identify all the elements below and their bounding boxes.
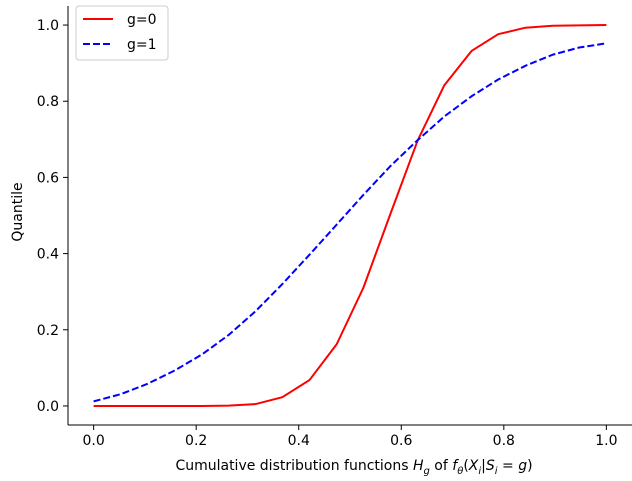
- x-axis-label-of: of: [430, 458, 452, 474]
- x-axis-label-eq: =: [498, 458, 519, 474]
- x-axis-label-close: ): [527, 458, 532, 474]
- y-tick-label: 0.2: [37, 323, 59, 339]
- x-axis-label-open: (: [463, 458, 468, 474]
- y-tick-label: 0.8: [37, 94, 59, 110]
- x-axis-label-X: X: [468, 458, 479, 474]
- legend-label-g1: g=1: [127, 37, 157, 53]
- x-axis-label-g-sub: g: [424, 466, 430, 477]
- y-tick-label: 0.0: [37, 399, 59, 415]
- x-tick-label: 1.0: [595, 433, 617, 449]
- x-tick-label: 0.6: [390, 433, 412, 449]
- x-tick-label: 0.2: [185, 433, 207, 449]
- x-axis-label-f: f: [452, 458, 459, 474]
- x-axis-label-i-sub: i: [478, 466, 481, 477]
- x-axis-label-prefix: Cumulative distribution functions: [175, 458, 413, 474]
- x-axis-label-bar: |: [481, 458, 486, 474]
- series-line-g1: [93, 42, 607, 403]
- x-tick-label: 0.8: [493, 433, 515, 449]
- x-axis-label-theta-sub: θ: [457, 466, 463, 477]
- legend-label-g0: g=0: [127, 12, 157, 28]
- x-axis-label: Cumulative distribution functions Hg of …: [175, 458, 532, 477]
- legend: g=0 g=1: [75, 5, 169, 61]
- plot-area: [93, 24, 607, 407]
- x-ticks: 0.0 0.2 0.4 0.6 0.8 1.0: [83, 425, 617, 449]
- y-axis-label: Quantile: [10, 182, 26, 241]
- x-axis-label-S: S: [486, 458, 495, 474]
- x-tick-label: 0.0: [83, 433, 105, 449]
- x-axis-label-g: g: [518, 458, 527, 474]
- x-axis-label-i-sub2: i: [495, 466, 498, 477]
- y-tick-label: 0.6: [37, 170, 59, 186]
- x-tick-label: 0.4: [288, 433, 310, 449]
- y-ticks: 0.0 0.2 0.4 0.6 0.8 1.0: [37, 18, 68, 415]
- axes: 0.0 0.2 0.4 0.6 0.8 1.0 0.0 0.2 0.4 0.6 0.8 1.0: [37, 6, 632, 449]
- y-tick-label: 1.0: [37, 18, 59, 34]
- x-axis-label-H: H: [413, 458, 424, 474]
- series-line-g0: [93, 24, 607, 407]
- y-tick-label: 0.4: [37, 247, 59, 263]
